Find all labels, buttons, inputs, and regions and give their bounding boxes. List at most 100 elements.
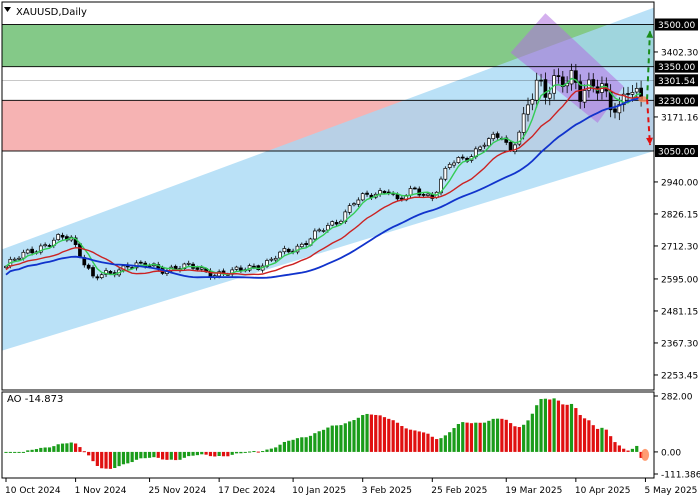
candle (365, 192, 369, 195)
x-tick-label: 10 Apr 2025 (575, 486, 631, 496)
ao-bar (65, 443, 69, 452)
candle (299, 243, 304, 248)
candle (356, 199, 361, 205)
candle (38, 245, 43, 253)
ao-bar (335, 425, 339, 452)
ao-bar (8, 451, 12, 453)
symbol-label: XAUUSD,Daily (16, 7, 87, 18)
ao-bar (13, 451, 17, 453)
y-tick-label: 3402.30 (661, 48, 698, 58)
ao-bar (78, 447, 82, 452)
ao-bar (330, 425, 334, 452)
price-tag (655, 94, 698, 107)
ao-bar (361, 415, 365, 452)
chart-menu-icon[interactable] (4, 7, 11, 12)
ao-bar (613, 442, 617, 452)
ao-label: AO -14.873 (7, 394, 63, 405)
ao-bar (535, 405, 539, 452)
ao-bar (604, 429, 608, 452)
ao-bar (326, 427, 330, 452)
forecast-arrows (638, 30, 654, 146)
ao-bar (626, 450, 630, 452)
candle (252, 265, 256, 268)
candle (12, 258, 17, 261)
y-tick-label: 2826.15 (661, 210, 698, 220)
ao-bar (487, 420, 491, 452)
ao-bar (152, 451, 156, 458)
price-tag-label: 3350.00 (658, 63, 695, 73)
ao-tick-label: 0.00 (661, 448, 681, 458)
ao-bar (200, 451, 204, 455)
candle (4, 265, 8, 269)
ao-bar (448, 432, 452, 452)
ao-bar (391, 420, 395, 452)
ao-bar (635, 445, 639, 452)
ao-bar (408, 429, 413, 452)
channel-band (2, 7, 654, 351)
ao-tick-label: -111.386 (661, 471, 700, 481)
x-tick-label: 19 Mar 2025 (505, 486, 562, 496)
ao-bar (495, 418, 500, 452)
candle (60, 234, 65, 238)
candle (286, 248, 291, 253)
candle (617, 104, 622, 114)
candle (521, 113, 526, 133)
price-tag (655, 145, 698, 158)
ao-bar (382, 417, 387, 452)
candle (573, 70, 578, 83)
ao-bar (556, 400, 561, 452)
ao-bar (26, 450, 30, 452)
ao-bar (226, 451, 230, 457)
ao-bar (630, 448, 634, 452)
ao-bar (561, 404, 565, 452)
candle (482, 144, 487, 147)
ao-bar (443, 435, 447, 452)
ao-bar (234, 451, 239, 454)
candle (413, 187, 417, 190)
candle (382, 190, 387, 194)
ao-bar (261, 451, 265, 453)
candle (439, 178, 443, 194)
candle (91, 267, 95, 277)
ao-bar (352, 420, 356, 452)
candle (534, 79, 539, 101)
ao-bar (574, 408, 578, 452)
ao-bar (182, 451, 186, 458)
ao-bar (313, 433, 317, 452)
ao-bar (121, 451, 126, 465)
ao-bar (161, 451, 165, 460)
ao-bar (195, 451, 199, 456)
ao-bar (587, 420, 591, 452)
candle (400, 197, 404, 200)
ao-bar (474, 422, 478, 452)
ao-bar (82, 451, 86, 453)
ao-bar (317, 431, 321, 452)
ao-pane-border (1, 391, 655, 479)
x-tick-label: 3 Feb 2025 (362, 486, 412, 496)
candle (21, 251, 26, 259)
ao-bar (308, 435, 313, 452)
ao-bar (56, 444, 60, 452)
ao-bar (43, 447, 47, 452)
ao-bar (187, 451, 191, 457)
ao-bar (552, 398, 556, 452)
ao-bar (230, 451, 234, 455)
ao-bar (295, 438, 300, 452)
ao-bar (539, 398, 543, 452)
candle (547, 93, 552, 99)
last-price-marker (638, 96, 649, 103)
ao-bar (34, 449, 39, 452)
ao-bar (287, 440, 291, 452)
candle (491, 133, 496, 140)
candle (326, 225, 330, 231)
y-tick-label: 2595.00 (661, 275, 698, 285)
candle (17, 257, 21, 260)
ao-bar (126, 451, 130, 464)
ao-bar (491, 418, 495, 452)
ao-bar (274, 447, 278, 452)
ao-bar (278, 444, 282, 452)
ao-tick-label: 282.00 (661, 393, 693, 403)
ao-bar (569, 403, 574, 452)
ao-bar (404, 428, 408, 452)
